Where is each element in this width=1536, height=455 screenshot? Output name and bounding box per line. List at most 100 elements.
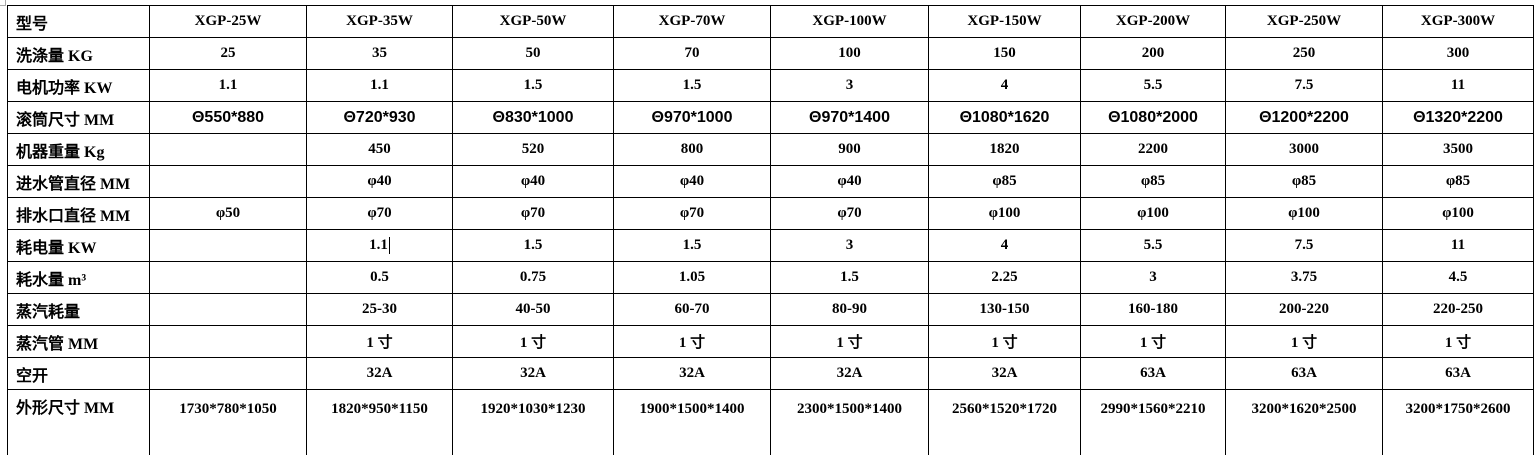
row-label[interactable]: 空开 bbox=[8, 358, 150, 390]
table-cell[interactable]: φ70 bbox=[453, 198, 614, 230]
table-cell[interactable]: 1.5 bbox=[614, 70, 771, 102]
table-cell[interactable]: 1.1 bbox=[150, 70, 307, 102]
model-header-cell[interactable]: XGP-150W bbox=[929, 6, 1081, 38]
table-cell[interactable] bbox=[150, 134, 307, 166]
row-label[interactable]: 电机功率 KW bbox=[8, 70, 150, 102]
table-cell[interactable]: Θ1080*1620 bbox=[929, 102, 1081, 134]
table-cell[interactable]: 35 bbox=[307, 38, 453, 70]
table-cell[interactable]: 2200 bbox=[1081, 134, 1226, 166]
table-cell[interactable]: 100 bbox=[771, 38, 929, 70]
row-label[interactable]: 蒸汽耗量 bbox=[8, 294, 150, 326]
table-cell[interactable]: 1920*1030*1230 bbox=[453, 390, 614, 455]
table-cell[interactable]: 1.5 bbox=[453, 70, 614, 102]
table-cell[interactable]: Θ1200*2200 bbox=[1226, 102, 1383, 134]
table-cell[interactable]: 32A bbox=[614, 358, 771, 390]
table-cell[interactable]: 4 bbox=[929, 70, 1081, 102]
table-cell[interactable]: φ40 bbox=[307, 166, 453, 198]
table-cell[interactable] bbox=[150, 230, 307, 262]
table-cell[interactable]: 450 bbox=[307, 134, 453, 166]
table-cell[interactable]: 4.5 bbox=[1383, 262, 1534, 294]
table-cell[interactable]: 32A bbox=[771, 358, 929, 390]
table-cell[interactable]: φ50 bbox=[150, 198, 307, 230]
table-cell[interactable]: φ40 bbox=[453, 166, 614, 198]
table-cell[interactable]: φ100 bbox=[1383, 198, 1534, 230]
table-cell[interactable]: 300 bbox=[1383, 38, 1534, 70]
table-cell[interactable]: 1 寸 bbox=[453, 326, 614, 358]
table-cell[interactable]: 25-30 bbox=[307, 294, 453, 326]
row-label[interactable]: 耗电量 KW bbox=[8, 230, 150, 262]
table-cell[interactable]: 800 bbox=[614, 134, 771, 166]
table-cell[interactable]: φ100 bbox=[1226, 198, 1383, 230]
table-cell[interactable]: 1 寸 bbox=[614, 326, 771, 358]
table-cell[interactable]: Θ1080*2000 bbox=[1081, 102, 1226, 134]
table-cell[interactable]: 1820*950*1150 bbox=[307, 390, 453, 455]
table-cell[interactable]: φ70 bbox=[614, 198, 771, 230]
table-cell[interactable]: 1820 bbox=[929, 134, 1081, 166]
table-cell[interactable]: 3000 bbox=[1226, 134, 1383, 166]
table-cell[interactable]: 1 寸 bbox=[771, 326, 929, 358]
table-cell[interactable]: 32A bbox=[307, 358, 453, 390]
table-cell[interactable]: Θ970*1000 bbox=[614, 102, 771, 134]
model-header-cell[interactable]: XGP-50W bbox=[453, 6, 614, 38]
table-cell[interactable]: 3500 bbox=[1383, 134, 1534, 166]
table-cell[interactable] bbox=[150, 166, 307, 198]
table-cell[interactable] bbox=[150, 358, 307, 390]
table-cell[interactable]: 32A bbox=[929, 358, 1081, 390]
table-cell[interactable]: 520 bbox=[453, 134, 614, 166]
table-cell[interactable]: 50 bbox=[453, 38, 614, 70]
model-header-cell[interactable]: XGP-25W bbox=[150, 6, 307, 38]
table-cell[interactable]: φ70 bbox=[771, 198, 929, 230]
table-cell[interactable]: φ100 bbox=[929, 198, 1081, 230]
model-header-cell[interactable]: XGP-250W bbox=[1226, 6, 1383, 38]
table-cell[interactable]: 1.5 bbox=[614, 230, 771, 262]
table-cell[interactable]: 11 bbox=[1383, 230, 1534, 262]
table-cell[interactable]: 1 寸 bbox=[929, 326, 1081, 358]
table-cell[interactable]: 7.5 bbox=[1226, 230, 1383, 262]
table-cell[interactable]: φ85 bbox=[1226, 166, 1383, 198]
table-cell[interactable]: 1 寸 bbox=[1081, 326, 1226, 358]
table-cell[interactable]: 130-150 bbox=[929, 294, 1081, 326]
table-cell[interactable]: 220-250 bbox=[1383, 294, 1534, 326]
table-cell[interactable] bbox=[150, 262, 307, 294]
row-label[interactable]: 蒸汽管 MM bbox=[8, 326, 150, 358]
table-cell[interactable]: 1.1 bbox=[307, 230, 453, 262]
table-cell[interactable]: 1 寸 bbox=[1383, 326, 1534, 358]
table-cell[interactable]: 3200*1620*2500 bbox=[1226, 390, 1383, 455]
table-cell[interactable]: Θ1320*2200 bbox=[1383, 102, 1534, 134]
table-cell[interactable]: 70 bbox=[614, 38, 771, 70]
table-cell[interactable]: 80-90 bbox=[771, 294, 929, 326]
table-cell[interactable]: φ100 bbox=[1081, 198, 1226, 230]
table-cell[interactable]: 3 bbox=[771, 230, 929, 262]
table-cell[interactable]: 1730*780*1050 bbox=[150, 390, 307, 455]
table-cell[interactable]: 25 bbox=[150, 38, 307, 70]
table-cell[interactable]: 4 bbox=[929, 230, 1081, 262]
table-cell[interactable]: 2.25 bbox=[929, 262, 1081, 294]
row-label[interactable]: 机器重量 Kg bbox=[8, 134, 150, 166]
table-cell[interactable]: 160-180 bbox=[1081, 294, 1226, 326]
table-cell[interactable]: 2560*1520*1720 bbox=[929, 390, 1081, 455]
table-cell[interactable]: 32A bbox=[453, 358, 614, 390]
table-cell[interactable]: 11 bbox=[1383, 70, 1534, 102]
table-cell[interactable]: 3 bbox=[1081, 262, 1226, 294]
table-cell[interactable] bbox=[150, 326, 307, 358]
row-label[interactable]: 滚筒尺寸 MM bbox=[8, 102, 150, 134]
table-cell[interactable]: 200 bbox=[1081, 38, 1226, 70]
table-cell[interactable]: 40-50 bbox=[453, 294, 614, 326]
model-header-cell[interactable]: XGP-70W bbox=[614, 6, 771, 38]
table-cell[interactable]: Θ720*930 bbox=[307, 102, 453, 134]
table-cell[interactable]: 3.75 bbox=[1226, 262, 1383, 294]
table-cell[interactable]: φ40 bbox=[771, 166, 929, 198]
table-cell[interactable]: 3 bbox=[771, 70, 929, 102]
table-cell[interactable]: 5.5 bbox=[1081, 230, 1226, 262]
table-cell[interactable]: φ40 bbox=[614, 166, 771, 198]
table-cell[interactable]: Θ970*1400 bbox=[771, 102, 929, 134]
row-label[interactable]: 进水管直径 MM bbox=[8, 166, 150, 198]
table-cell[interactable]: 5.5 bbox=[1081, 70, 1226, 102]
table-cell[interactable]: 2300*1500*1400 bbox=[771, 390, 929, 455]
table-cell[interactable]: φ85 bbox=[1081, 166, 1226, 198]
model-header-cell[interactable]: XGP-100W bbox=[771, 6, 929, 38]
table-cell[interactable]: φ85 bbox=[1383, 166, 1534, 198]
table-cell[interactable]: φ85 bbox=[929, 166, 1081, 198]
header-label[interactable]: 型号 bbox=[8, 6, 150, 38]
table-cell[interactable]: Θ550*880 bbox=[150, 102, 307, 134]
